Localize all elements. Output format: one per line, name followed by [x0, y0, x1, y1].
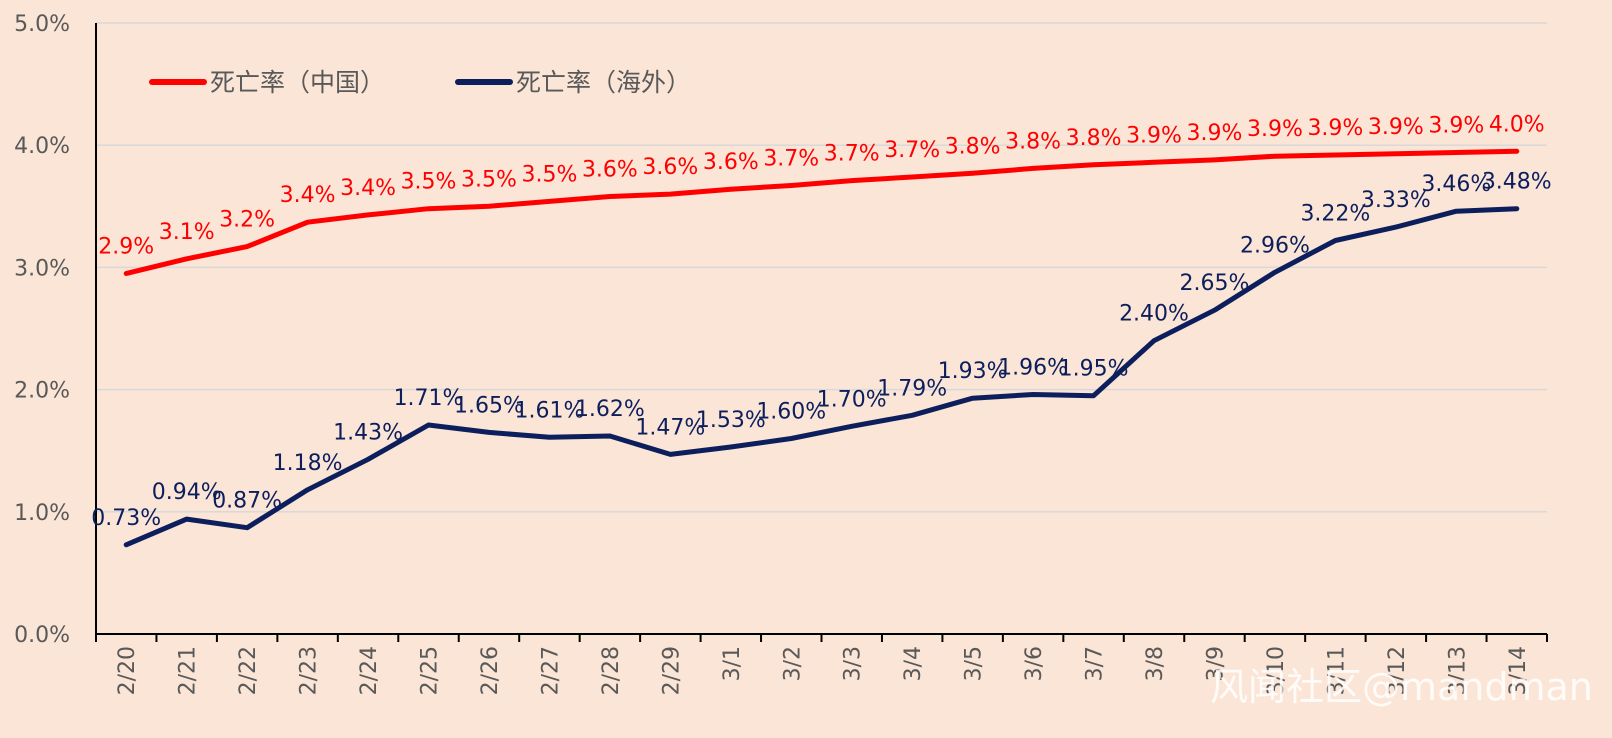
data-label: 3.7% — [763, 147, 819, 172]
data-label: 3.4% — [280, 183, 336, 208]
data-label: 3.9% — [1247, 117, 1303, 142]
data-label: 3.9% — [1428, 114, 1484, 139]
axes — [95, 23, 1548, 642]
data-label: 1.61% — [514, 398, 584, 423]
x-tick-label: 3/1 — [720, 646, 745, 681]
data-label: 3.8% — [945, 134, 1001, 159]
data-label: 3.9% — [1187, 121, 1243, 146]
data-label: 1.96% — [998, 355, 1068, 380]
x-tick-label: 3/11 — [1324, 646, 1349, 695]
data-label: 1.79% — [877, 376, 947, 401]
data-label: 1.93% — [938, 359, 1008, 384]
x-tick-label: 3/13 — [1445, 646, 1470, 695]
data-label: 3.5% — [461, 167, 517, 192]
x-tick-label: 2/27 — [538, 646, 563, 695]
data-label: 1.70% — [817, 387, 887, 412]
data-label: 3.7% — [884, 138, 940, 163]
x-tick-label: 3/6 — [1022, 646, 1047, 681]
data-label: 1.95% — [1059, 357, 1129, 382]
data-label: 1.71% — [394, 386, 464, 411]
y-tick-label: 3.0% — [14, 256, 70, 281]
series-line — [123, 206, 1520, 548]
x-tick-label: 3/3 — [841, 646, 866, 681]
data-label: 3.6% — [642, 155, 698, 180]
data-label: 2.65% — [1180, 271, 1250, 296]
legend: 死亡率（中国） 死亡率（海外） — [149, 68, 691, 97]
data-label: 3.22% — [1300, 202, 1370, 227]
data-labels: 2.9%3.1% 3.2%3.4% 3.4% 3.5% 3.5% 3.5% 3.6% 3.6%… — [91, 112, 1551, 530]
data-label: 3.9% — [1126, 123, 1182, 148]
data-label: 3.6% — [582, 158, 638, 183]
data-label: 3.8% — [1005, 129, 1061, 154]
x-tick-label: 3/12 — [1385, 646, 1410, 695]
data-label: 1.18% — [273, 451, 343, 476]
data-label: 3.33% — [1361, 188, 1431, 213]
y-tick-label: 0.0% — [14, 623, 70, 648]
data-label: 3.48% — [1482, 170, 1552, 195]
data-label: 3.5% — [401, 170, 457, 195]
data-label: 1.43% — [333, 420, 403, 445]
y-tick-label: 4.0% — [14, 134, 70, 159]
x-tick-label: 2/22 — [236, 646, 261, 695]
x-tick-label: 2/29 — [659, 646, 684, 695]
data-label: 3.9% — [1368, 115, 1424, 140]
data-label: 2.96% — [1240, 233, 1310, 258]
x-tick-label: 2/25 — [418, 646, 443, 695]
legend-label: 死亡率（中国） — [210, 68, 385, 97]
x-tick-label: 3/5 — [962, 646, 987, 681]
data-label: 1.53% — [696, 408, 766, 433]
x-tick-label: 3/10 — [1264, 646, 1289, 695]
data-label: 1.62% — [575, 397, 645, 422]
x-tick-label: 3/4 — [901, 646, 926, 681]
y-tick-label: 5.0% — [14, 12, 70, 37]
series-lines — [123, 148, 1520, 548]
data-label: 3.6% — [703, 150, 759, 175]
watermark-text: 风闻社区@mandman — [1210, 665, 1593, 709]
data-label: 3.46% — [1421, 172, 1491, 197]
x-tick-label: 3/8 — [1143, 646, 1168, 681]
x-tick-label: 3/9 — [1203, 646, 1228, 681]
x-tick-label: 3/14 — [1506, 646, 1531, 695]
x-tick-label: 2/24 — [357, 646, 382, 695]
x-tick-label: 2/23 — [297, 646, 322, 695]
data-label: 1.60% — [756, 399, 826, 424]
data-label: 3.9% — [1307, 116, 1363, 141]
x-tick-label: 2/26 — [478, 646, 503, 695]
data-label: 3.5% — [521, 162, 577, 187]
x-tick-label: 2/21 — [176, 646, 201, 695]
data-label: 0.87% — [212, 489, 282, 514]
legend-label: 死亡率（海外） — [516, 68, 691, 97]
x-tick-label: 3/2 — [780, 646, 805, 681]
gridlines — [96, 22, 1547, 513]
x-tick-label: 2/28 — [599, 646, 624, 695]
y-tick-labels: 0.0% 1.0% 2.0% 3.0% 4.0% 5.0% — [14, 12, 70, 648]
data-label: 3.2% — [219, 208, 275, 233]
data-label: 3.8% — [1066, 126, 1122, 151]
data-label: 0.94% — [152, 480, 222, 505]
x-tick-labels: 2/20 2/21 2/22 2/23 2/24 2/25 2/26 2/27 2/28 2/29… — [115, 646, 1531, 695]
x-tick-label: 3/7 — [1083, 646, 1108, 681]
series-line — [123, 148, 1520, 276]
y-tick-label: 2.0% — [14, 379, 70, 404]
data-label: 3.7% — [824, 142, 880, 167]
data-label: 1.47% — [635, 415, 705, 440]
data-label: 0.73% — [91, 506, 161, 531]
x-tick-label: 2/20 — [115, 646, 140, 695]
data-label: 2.40% — [1119, 302, 1189, 327]
data-label: 1.65% — [454, 393, 524, 418]
data-label: 2.9% — [98, 235, 154, 260]
data-label: 3.4% — [340, 176, 396, 201]
data-label: 3.1% — [159, 220, 215, 245]
data-label: 4.0% — [1489, 112, 1545, 137]
y-tick-label: 1.0% — [14, 501, 70, 526]
